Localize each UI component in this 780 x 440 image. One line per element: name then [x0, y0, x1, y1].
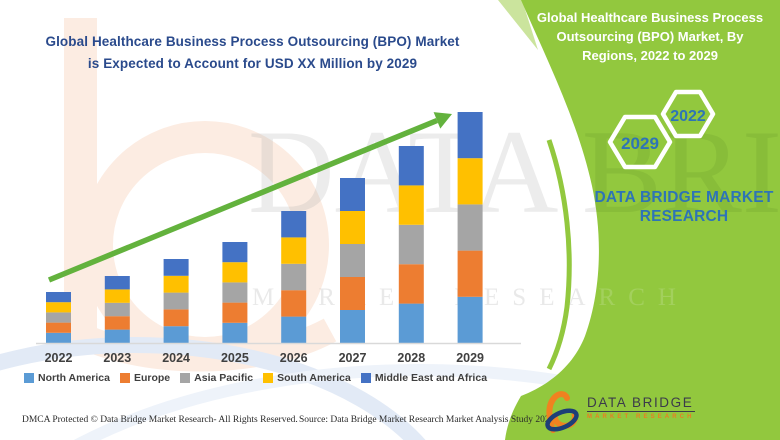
legend-item-north-america: North America — [24, 372, 110, 384]
legend-label: North America — [38, 372, 110, 384]
x-axis-label-2029: 2029 — [456, 351, 484, 365]
legend-label: South America — [277, 372, 351, 384]
hexagon-2029 — [607, 114, 673, 170]
x-axis-label-2026: 2026 — [279, 351, 308, 365]
legend-item-asia-pacific: Asia Pacific — [180, 372, 253, 384]
trend-arrow — [47, 112, 452, 283]
legend-swatch — [119, 373, 130, 383]
legend-swatch — [263, 373, 274, 383]
legend-label: Asia Pacific — [194, 372, 254, 384]
green-light-wedge — [498, 0, 538, 50]
legend-swatch — [180, 373, 191, 383]
bar-segment-2026-asia-pacific — [281, 263, 307, 291]
bar-segment-2028-middle-east-and-africa — [398, 146, 424, 186]
brand-text-line1: DATA BRIDGE MARKET — [594, 189, 774, 206]
green-crescent-sliver — [546, 139, 572, 371]
panel-title-line3: Regions, 2022 to 2029 — [582, 48, 718, 63]
bar-segment-2029-asia-pacific — [457, 204, 483, 251]
hexagon-2022 — [660, 89, 716, 139]
bar-segment-2029-europe — [457, 250, 483, 297]
bar-segment-2025-asia-pacific — [222, 282, 248, 303]
bar-segment-2024-north-america — [163, 326, 189, 343]
bar-segment-2025-south-america — [222, 262, 248, 283]
legend-label: Europe — [133, 372, 171, 384]
bar-segment-2025-north-america — [222, 322, 248, 343]
chart-title: Global Healthcare Business Process Outso… — [0, 31, 505, 75]
bar-segment-2029-middle-east-and-africa — [457, 112, 483, 159]
x-axis-label-2024: 2024 — [162, 351, 190, 365]
legend-item-europe: Europe — [119, 372, 171, 384]
legend-item-middle-east-and-africa: Middle East and Africa — [360, 372, 488, 384]
bars-group — [46, 112, 483, 343]
x-axis-label-2028: 2028 — [397, 351, 426, 365]
chart-title-line1: Global Healthcare Business Process Outso… — [45, 34, 460, 49]
hexagon-badges: 2029 2022 — [607, 89, 716, 170]
source-note: Source: Data Bridge Market Research Mark… — [299, 415, 555, 425]
bar-segment-2028-north-america — [398, 303, 424, 343]
bar-segment-2022-asia-pacific — [46, 312, 71, 323]
panel-title-line2: Outsourcing (BPO) Market, By — [556, 29, 744, 44]
bar-segment-2027-south-america — [340, 211, 365, 244]
hexagon-2022-label: 2022 — [670, 108, 706, 125]
bar-segment-2023-asia-pacific — [104, 302, 130, 317]
x-axis-label-2023: 2023 — [103, 351, 132, 365]
bar-segment-2026-middle-east-and-africa — [281, 211, 307, 238]
panel-title: Global Healthcare Business Process Outso… — [524, 8, 776, 65]
bar-segment-2026-europe — [281, 290, 307, 317]
chart-title-line2: is Expected to Account for USD XX Millio… — [87, 56, 418, 71]
legend-swatch — [360, 373, 371, 383]
brand-text: DATA BRIDGE MARKET RESEARCH — [560, 188, 780, 226]
bar-segment-2023-europe — [104, 316, 130, 330]
bar-segment-2022-middle-east-and-africa — [46, 292, 71, 303]
bar-segment-2028-south-america — [398, 185, 424, 225]
legend-label: Middle East and Africa — [374, 372, 488, 384]
bar-segment-2027-middle-east-and-africa — [340, 178, 365, 211]
watermark-swoosh — [0, 337, 767, 440]
databridge-logo: DATA BRIDGE MARKET RESEARCH — [543, 390, 695, 434]
bar-segment-2024-middle-east-and-africa — [163, 259, 189, 276]
brand-text-line2: RESEARCH — [639, 208, 729, 225]
bar-segment-2027-europe — [340, 277, 365, 310]
bar-segment-2025-europe — [222, 302, 248, 323]
bar-segment-2026-south-america — [281, 237, 307, 264]
bar-segment-2026-north-america — [281, 316, 307, 343]
hexagon-2029-label: 2029 — [621, 134, 659, 153]
bar-segment-2028-europe — [398, 264, 424, 304]
bar-segment-2022-europe — [46, 322, 71, 333]
x-axis-label-2022: 2022 — [44, 351, 73, 365]
bar-segment-2024-asia-pacific — [163, 292, 189, 310]
bar-segment-2027-north-america — [340, 310, 365, 343]
bar-segment-2023-north-america — [104, 329, 130, 343]
chart-legend: North America Europe Asia Pacific South Ame… — [24, 372, 487, 384]
bar-segment-2022-south-america — [46, 302, 71, 313]
logo-name: DATA BRIDGE — [587, 395, 695, 412]
svg-text:MARKET RESEARCH: MARKET RESEARCH — [252, 284, 689, 311]
logo-tagline: MARKET RESEARCH — [587, 414, 695, 420]
bar-segment-2023-middle-east-and-africa — [104, 276, 130, 290]
bar-segment-2025-middle-east-and-africa — [222, 242, 248, 263]
bar-segment-2028-asia-pacific — [398, 224, 424, 265]
bar-segment-2024-europe — [163, 309, 189, 327]
bar-segment-2027-asia-pacific — [340, 244, 365, 277]
bar-segment-2029-north-america — [457, 296, 483, 343]
dmca-notice: DMCA Protected © Data Bridge Market Rese… — [22, 415, 298, 425]
x-axis-label-2027: 2027 — [338, 351, 367, 365]
legend-swatch — [24, 373, 34, 383]
bar-segment-2029-south-america — [457, 158, 483, 205]
databridge-logo-mark — [545, 391, 579, 433]
panel-title-line1: Global Healthcare Business Process — [536, 10, 764, 25]
bar-segment-2022-north-america — [46, 332, 71, 343]
legend-item-south-america: South America — [263, 372, 351, 384]
bar-segment-2023-south-america — [104, 289, 130, 303]
x-axis-label-2025: 2025 — [220, 351, 249, 365]
bar-segment-2024-south-america — [163, 275, 189, 293]
